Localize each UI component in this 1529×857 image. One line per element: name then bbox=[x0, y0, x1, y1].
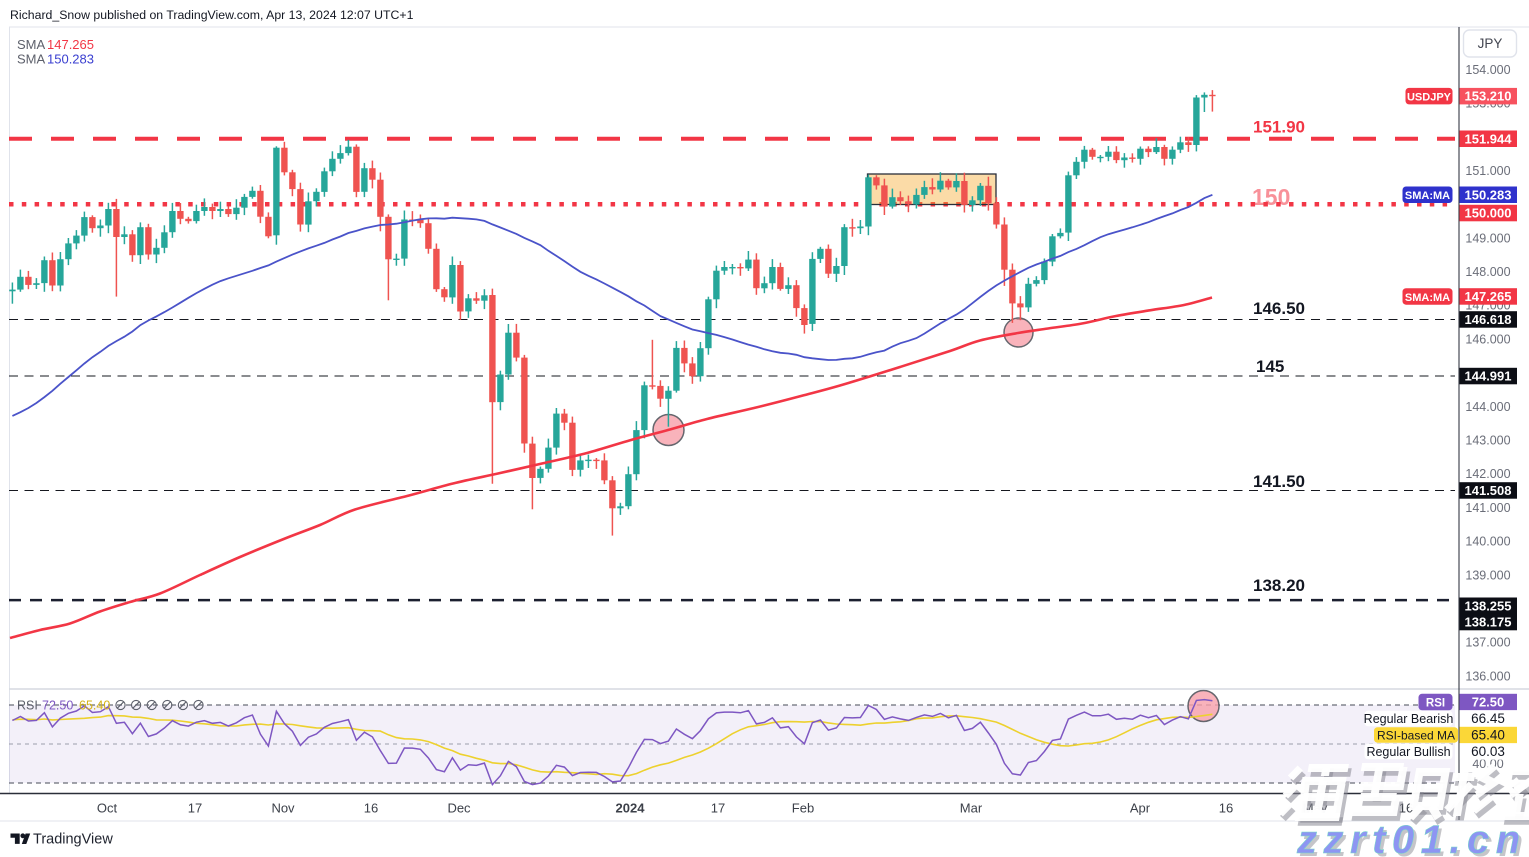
svg-text:147.265: 147.265 bbox=[1465, 289, 1512, 304]
svg-text:Mar: Mar bbox=[960, 801, 983, 816]
svg-text:138.175: 138.175 bbox=[1465, 615, 1512, 630]
svg-text:150.283: 150.283 bbox=[1465, 187, 1512, 202]
svg-text:138.255: 138.255 bbox=[1465, 598, 1512, 613]
svg-text:139.000: 139.000 bbox=[1465, 568, 1510, 582]
svg-text:151.000: 151.000 bbox=[1465, 164, 1510, 178]
svg-text:Richard_Snow published on Trad: Richard_Snow published on TradingView.co… bbox=[10, 8, 414, 22]
svg-text:144.991: 144.991 bbox=[1465, 369, 1512, 384]
svg-text:72.50: 72.50 bbox=[1472, 695, 1505, 710]
svg-text:SMA: SMA bbox=[17, 52, 46, 67]
svg-text:147.265: 147.265 bbox=[47, 37, 94, 52]
svg-text:16: 16 bbox=[364, 801, 378, 816]
svg-text:Apr: Apr bbox=[1130, 801, 1151, 816]
svg-text:RSI: RSI bbox=[17, 699, 38, 713]
svg-text:142.000: 142.000 bbox=[1465, 467, 1510, 481]
svg-text:RSI: RSI bbox=[1426, 697, 1445, 709]
svg-text:17: 17 bbox=[711, 801, 725, 816]
svg-text:USDJPY: USDJPY bbox=[1407, 91, 1452, 103]
svg-text:JPY: JPY bbox=[1478, 36, 1503, 51]
svg-text:66.45: 66.45 bbox=[1471, 711, 1505, 726]
svg-text:SMA:MA: SMA:MA bbox=[1405, 190, 1450, 202]
svg-text:Nov: Nov bbox=[271, 801, 295, 816]
svg-text:148.000: 148.000 bbox=[1465, 265, 1510, 279]
svg-text:150.000: 150.000 bbox=[1465, 206, 1512, 221]
svg-text:65.40: 65.40 bbox=[1471, 728, 1505, 743]
svg-text:2024: 2024 bbox=[616, 801, 646, 816]
svg-text:17: 17 bbox=[188, 801, 202, 816]
svg-text:60.03: 60.03 bbox=[1471, 744, 1505, 759]
svg-text:146.50: 146.50 bbox=[1253, 299, 1305, 318]
svg-text:141.000: 141.000 bbox=[1465, 501, 1510, 515]
svg-text:146.000: 146.000 bbox=[1465, 332, 1510, 346]
svg-text:zzrt01.cn: zzrt01.cn bbox=[1299, 821, 1529, 857]
svg-text:16: 16 bbox=[1219, 801, 1233, 816]
svg-text:72.50: 72.50 bbox=[42, 699, 73, 713]
svg-text:150.283: 150.283 bbox=[47, 52, 94, 67]
svg-text:146.618: 146.618 bbox=[1465, 312, 1512, 327]
svg-text:141.50: 141.50 bbox=[1253, 472, 1305, 491]
svg-text:136.000: 136.000 bbox=[1465, 669, 1510, 683]
svg-text:154.000: 154.000 bbox=[1465, 63, 1510, 77]
svg-text:144.000: 144.000 bbox=[1465, 400, 1510, 414]
svg-text:Oct: Oct bbox=[97, 801, 118, 816]
svg-text:151.90: 151.90 bbox=[1253, 118, 1305, 137]
svg-text:145: 145 bbox=[1256, 357, 1284, 376]
svg-text:Regular Bullish: Regular Bullish bbox=[1366, 745, 1450, 759]
svg-text:40.00: 40.00 bbox=[1472, 757, 1503, 771]
svg-text:141.508: 141.508 bbox=[1465, 483, 1512, 498]
svg-text:Dec: Dec bbox=[447, 801, 471, 816]
svg-text:138.20: 138.20 bbox=[1253, 576, 1305, 595]
svg-text:65.40: 65.40 bbox=[79, 699, 110, 713]
svg-text:153.210: 153.210 bbox=[1465, 89, 1512, 104]
svg-text:TradingView: TradingView bbox=[33, 832, 113, 848]
svg-text:149.000: 149.000 bbox=[1465, 231, 1510, 245]
svg-text:RSI-based MA: RSI-based MA bbox=[1377, 728, 1455, 742]
svg-text:150: 150 bbox=[1252, 184, 1290, 210]
svg-text:SMA:MA: SMA:MA bbox=[1405, 292, 1450, 304]
svg-text:137.000: 137.000 bbox=[1465, 636, 1510, 650]
svg-text:SMA: SMA bbox=[17, 37, 46, 52]
svg-text:151.944: 151.944 bbox=[1465, 131, 1513, 146]
svg-text:143.000: 143.000 bbox=[1465, 434, 1510, 448]
svg-text:140.000: 140.000 bbox=[1465, 535, 1510, 549]
svg-text:zzrt01.cn: zzrt01.cn bbox=[1296, 818, 1527, 857]
svg-text:Feb: Feb bbox=[792, 801, 814, 816]
svg-text:Regular Bearish: Regular Bearish bbox=[1364, 712, 1454, 726]
